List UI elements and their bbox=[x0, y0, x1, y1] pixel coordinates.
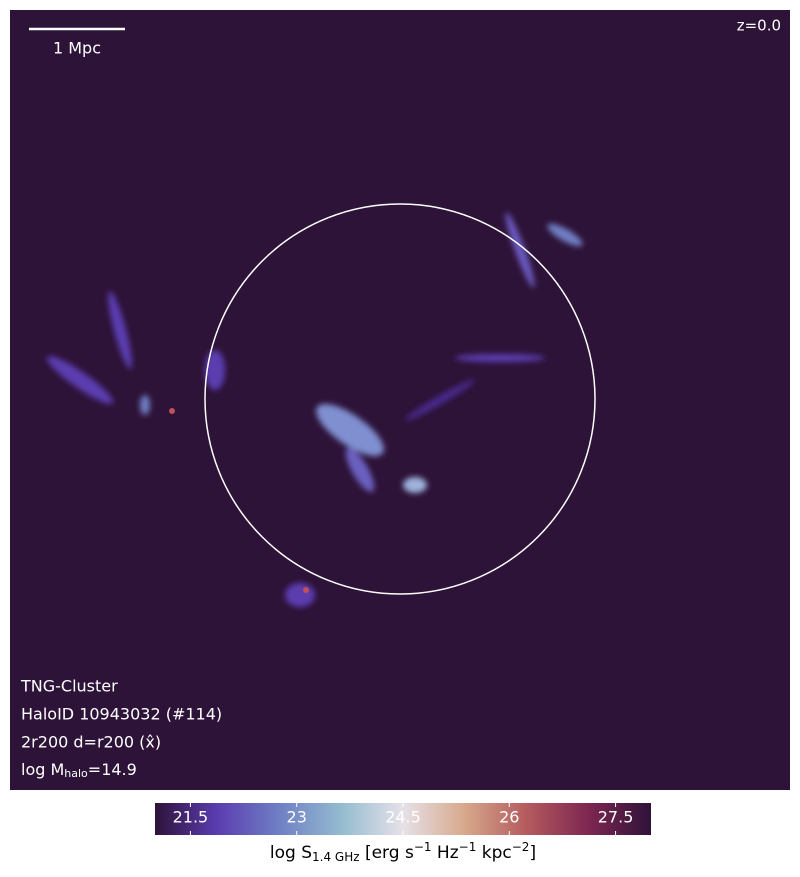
colorbar-tick-label: 27.5 bbox=[598, 808, 634, 827]
colorbar-label-part: [erg s bbox=[360, 843, 414, 863]
colorbar bbox=[155, 803, 651, 835]
colorbar-label-part: −2 bbox=[512, 840, 530, 854]
hotspot bbox=[303, 587, 309, 593]
mass-label-part: =14.9 bbox=[88, 760, 137, 779]
colorbar-label-part: ] bbox=[529, 843, 536, 863]
colorbar-ticks: 21.5 23 24.5 26 27.5 bbox=[173, 803, 634, 835]
emission-blobs bbox=[46, 212, 583, 607]
colorbar-tick-label: 24.5 bbox=[385, 808, 421, 827]
annotation: HaloID 10943032 (#114) bbox=[21, 705, 222, 724]
colorbar-label-part: −1 bbox=[414, 840, 432, 854]
mass-label-part: halo bbox=[64, 767, 88, 780]
r200-circle bbox=[204, 203, 596, 595]
colorbar-label-part: 1.4 GHz bbox=[312, 850, 360, 864]
annotations: TNG-Cluster HaloID 10943032 (#114) 2r200 d… bbox=[20, 677, 222, 752]
hotspot bbox=[169, 408, 175, 414]
colorbar-label-part: kpc bbox=[476, 843, 511, 863]
colorbar-label-part: Hz bbox=[432, 843, 459, 863]
colorbar-label: log S1.4 GHz [erg s−1 Hz−1 kpc−2] bbox=[270, 840, 536, 864]
colorbar-tick-label: 26 bbox=[499, 808, 519, 827]
mass-label-part: log M bbox=[21, 760, 64, 779]
colorbar-tick-label: 21.5 bbox=[173, 808, 209, 827]
scale-bar-label: 1 Mpc bbox=[53, 39, 101, 58]
colorbar-tick-label: 23 bbox=[287, 808, 307, 827]
map-background bbox=[10, 10, 790, 790]
colorbar-label-part: log S bbox=[270, 843, 312, 863]
annotation: TNG-Cluster bbox=[20, 677, 118, 696]
colorbar-label-part: −1 bbox=[459, 840, 477, 854]
mass-label: log Mhalo=14.9 bbox=[21, 760, 137, 781]
annotation: 2r200 d=r200 (x̂) bbox=[21, 733, 161, 752]
redshift-label: z=0.0 bbox=[737, 17, 781, 35]
